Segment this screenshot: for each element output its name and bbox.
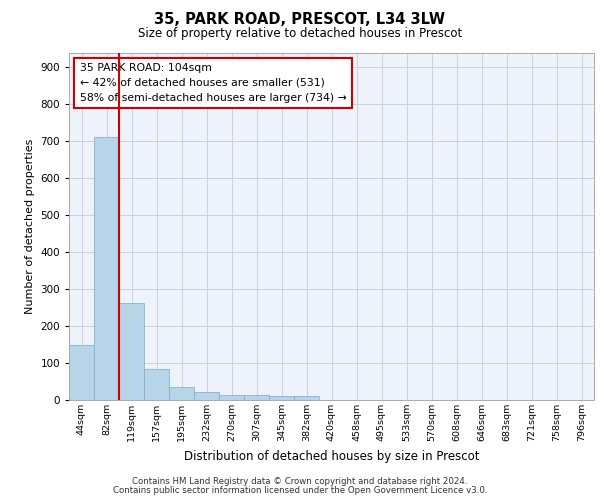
Bar — [94, 137, 119, 400]
Bar — [119, 303, 144, 400]
Bar — [244, 395, 269, 400]
Bar — [169, 387, 194, 400]
Bar — [269, 396, 294, 400]
Y-axis label: Number of detached properties: Number of detached properties — [25, 138, 35, 314]
Text: 35, PARK ROAD, PRESCOT, L34 3LW: 35, PARK ROAD, PRESCOT, L34 3LW — [155, 12, 445, 28]
Bar — [69, 346, 94, 400]
Bar — [194, 392, 219, 400]
Text: Size of property relative to detached houses in Prescot: Size of property relative to detached ho… — [138, 28, 462, 40]
Text: Contains HM Land Registry data © Crown copyright and database right 2024.: Contains HM Land Registry data © Crown c… — [132, 477, 468, 486]
Bar — [144, 368, 169, 400]
Text: Contains public sector information licensed under the Open Government Licence v3: Contains public sector information licen… — [113, 486, 487, 495]
Text: 35 PARK ROAD: 104sqm
← 42% of detached houses are smaller (531)
58% of semi-deta: 35 PARK ROAD: 104sqm ← 42% of detached h… — [79, 63, 346, 102]
X-axis label: Distribution of detached houses by size in Prescot: Distribution of detached houses by size … — [184, 450, 479, 462]
Bar — [219, 395, 244, 400]
Bar — [294, 396, 319, 400]
